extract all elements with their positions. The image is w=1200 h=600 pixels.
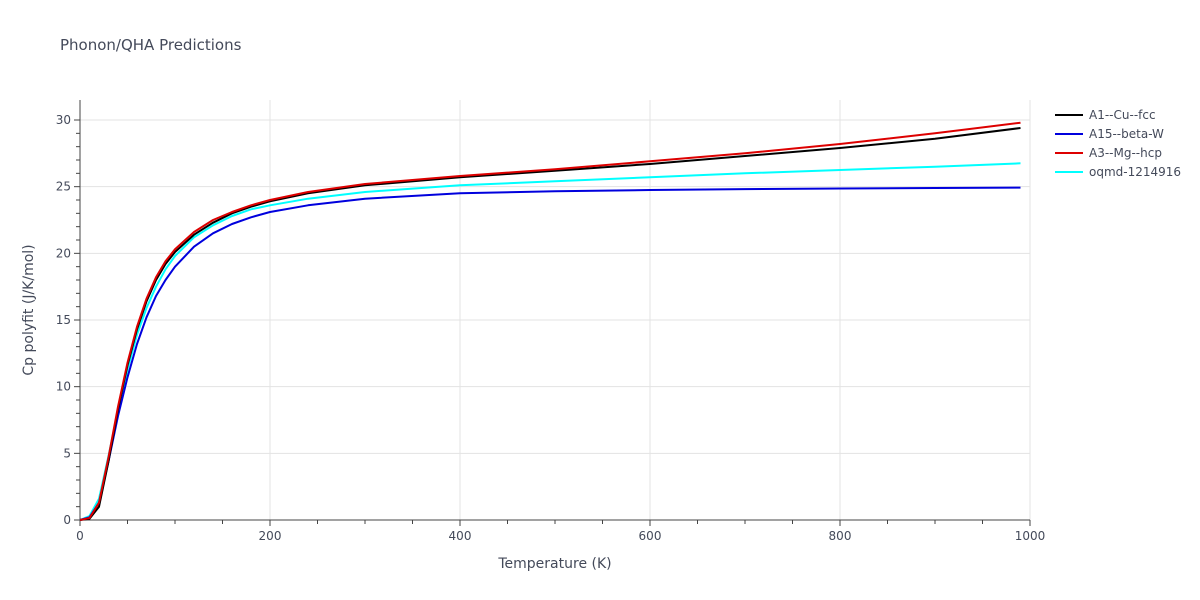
x-tick-label: 800 xyxy=(829,529,852,543)
legend-item-A1--Cu--fcc[interactable]: A1--Cu--fcc xyxy=(1055,108,1156,122)
grid xyxy=(80,100,1031,520)
legend-label: A1--Cu--fcc xyxy=(1089,108,1156,122)
legend-item-oqmd-1214916[interactable]: oqmd-1214916 xyxy=(1055,165,1181,179)
y-tick-label: 25 xyxy=(56,180,71,194)
x-tick-label: 400 xyxy=(449,529,472,543)
legend-label: A3--Mg--hcp xyxy=(1089,146,1162,160)
legend-item-A3--Mg--hcp[interactable]: A3--Mg--hcp xyxy=(1055,146,1162,160)
y-tick-label: 5 xyxy=(63,446,71,460)
y-tick-label: 20 xyxy=(56,246,71,260)
x-tick-label: 1000 xyxy=(1015,529,1046,543)
plot-lines xyxy=(79,121,1021,521)
legend-label: A15--beta-W xyxy=(1089,127,1164,141)
y-tick-label: 15 xyxy=(56,313,71,327)
series-line-A15--beta-W[interactable] xyxy=(79,186,1021,521)
y-tick-label: 10 xyxy=(56,380,71,394)
chart-title: Phonon/QHA Predictions xyxy=(60,36,242,54)
axes: 0 200 400 600 800 1000 0 5 10 15 20 25 30 xyxy=(56,100,1046,543)
x-tick-label: 200 xyxy=(259,529,282,543)
series-line-A3--Mg--hcp[interactable] xyxy=(79,121,1021,521)
legend[interactable]: A1--Cu--fcc A15--beta-W A3--Mg--hcp oqmd-12… xyxy=(1055,108,1181,179)
y-tick-label: 0 xyxy=(63,513,71,527)
y-tick-label: 30 xyxy=(56,113,71,127)
x-axis-label: Temperature (K) xyxy=(497,556,611,572)
x-tick-label: 600 xyxy=(639,529,662,543)
x-tick-label: 0 xyxy=(76,529,84,543)
y-axis-label: Cp polyfit (J/K/mol) xyxy=(21,244,37,375)
legend-item-A15--beta-W[interactable]: A15--beta-W xyxy=(1055,127,1164,141)
legend-label: oqmd-1214916 xyxy=(1089,165,1181,179)
